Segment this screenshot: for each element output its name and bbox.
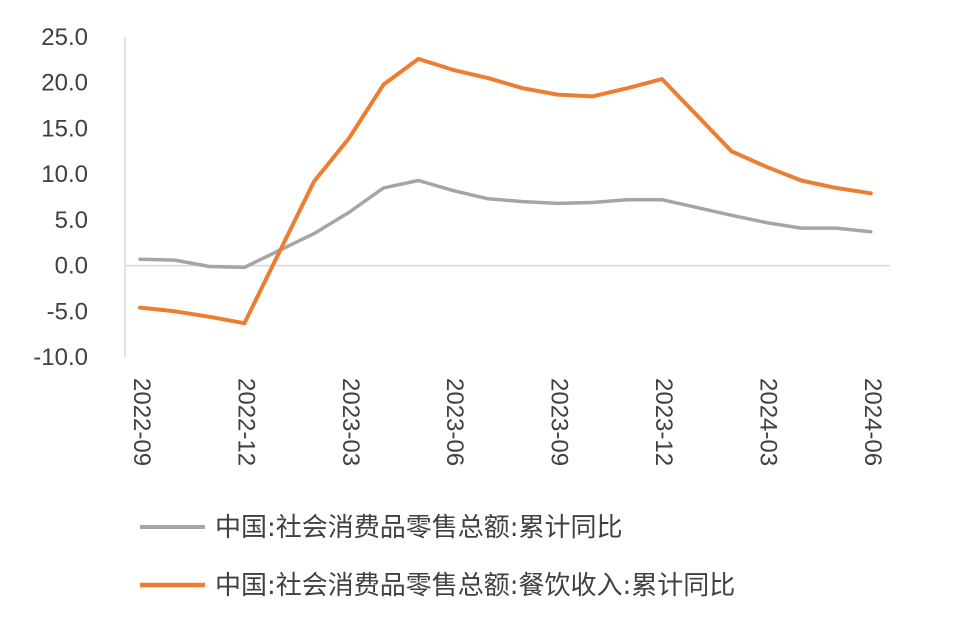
y-tick-label: -5.0 bbox=[47, 298, 88, 325]
x-tick-label: 2022-12 bbox=[232, 378, 259, 466]
series-line-2 bbox=[138, 56, 873, 326]
y-tick-label: 15.0 bbox=[41, 115, 88, 142]
x-axis-ticks: 2022-09 2022-12 2023-03 2023-06 2023-09 2023-… bbox=[128, 378, 886, 466]
y-axis-ticks: 25.0 20.0 15.0 10.0 5.0 0.0 -5.0 -10.0 bbox=[33, 24, 88, 371]
x-tick-label: 2023-09 bbox=[546, 378, 573, 466]
y-tick-label: 0.0 bbox=[55, 253, 88, 280]
y-tick-label: -10.0 bbox=[33, 344, 88, 371]
series-line-1 bbox=[138, 178, 873, 270]
legend-label: 中国:社会消费品零售总额:累计同比 bbox=[215, 513, 623, 543]
y-tick-label: 20.0 bbox=[41, 70, 88, 97]
series-lines bbox=[138, 56, 873, 326]
x-tick-label: 2023-12 bbox=[650, 378, 677, 466]
legend-label: 中国:社会消费品零售总额:餐饮收入:累计同比 bbox=[215, 571, 735, 601]
y-tick-label: 25.0 bbox=[41, 24, 88, 51]
x-tick-label: 2024-03 bbox=[754, 378, 781, 466]
x-tick-label: 2023-03 bbox=[337, 378, 364, 466]
y-tick-label: 5.0 bbox=[55, 207, 88, 234]
x-tick-label: 2024-06 bbox=[859, 378, 886, 466]
y-tick-label: 10.0 bbox=[41, 161, 88, 188]
x-tick-label: 2023-06 bbox=[441, 378, 468, 466]
x-tick-label: 2022-09 bbox=[128, 378, 155, 466]
